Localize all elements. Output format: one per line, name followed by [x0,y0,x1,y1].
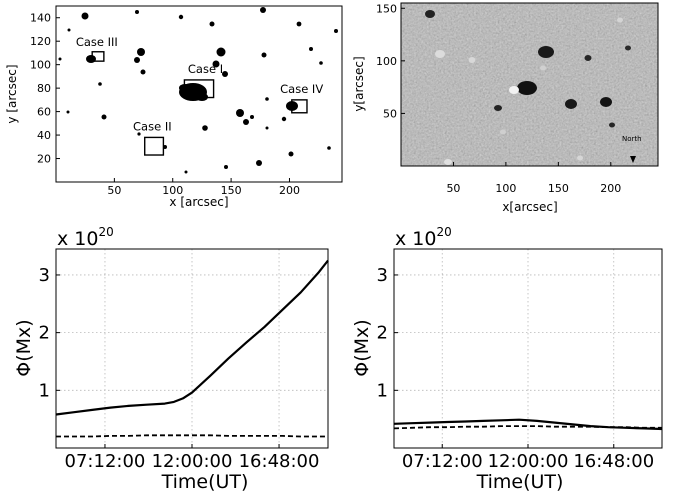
magnetogram-panel: North 50 100 150 200 50 100 150 x[arcsec] y[ar… [352,2,659,214]
flux-left-ytick-label: 3 [39,265,50,286]
flux-right-xtick-label: 07:12:00 [402,451,483,472]
flux-left-ytick-label: 1 [39,380,50,401]
mask-map-ytick-label: 100 [30,59,51,72]
mask-map-ytick-label: 120 [30,35,51,48]
magnetogram-frame [400,2,659,167]
mask-map-xtick-label: 100 [162,184,183,197]
flux-left-series-dashed [56,434,328,438]
flux-frame-left [55,248,329,449]
flux-panel-left: 07:12:00 12:00:00 16:48:00 1 2 3 x 1020 Time(… [13,225,329,493]
case-box [144,136,165,156]
magnetogram-xtick-label: 100 [495,182,516,195]
magnetogram-xlabel: x[arcsec] [502,200,557,214]
north-arrow-icon [630,156,636,163]
magnetogram-ytick-label: 150 [376,2,397,15]
mask-map-frame [55,5,343,183]
case-label: Case III [76,35,118,49]
case-boxes: Case I Case II Case III Case IV [76,35,323,156]
case-box [183,79,215,99]
magnetogram-ytick-label: 100 [376,55,397,68]
case-label: Case IV [280,82,323,96]
flux-right-ytick-label: 2 [377,323,388,344]
mask-map-ytick-label: 140 [30,12,51,25]
magnetogram-xtick-label: 200 [600,182,621,195]
mask-map-ytick-label: 20 [37,153,51,166]
magnetogram-xtick-label: 50 [446,182,460,195]
flux-right-xtick-label: 16:48:00 [573,451,654,472]
magnetogram-features [425,10,631,165]
flux-xlabel-left: Time(UT) [161,471,249,493]
flux-ylabel-left: Φ(Mx) [13,319,35,376]
flux-right-series-solid [393,418,663,431]
magnetogram-ylabel: y[arcsec] [352,56,366,111]
flux-right-ytick-label: 3 [377,265,388,286]
flux-left-ytick-label: 2 [39,323,50,344]
case-label: Case II [133,119,172,133]
flux-multiplier-right: x 1020 [395,225,452,250]
mask-blobs [58,7,338,174]
flux-left-series-solid [55,259,329,416]
mask-map-ticks: 50 100 150 200 20 40 60 80 100 120 140 [30,12,300,197]
mask-map-xtick-label: 150 [221,184,242,197]
flux-plot-left: 07:12:00 12:00:00 16:48:00 1 2 3 [39,249,329,472]
flux-left-xtick-label: 12:00:00 [152,451,233,472]
magnetogram-ytick-label: 50 [383,107,397,120]
case-box [291,99,308,114]
mask-map-xlabel: x [arcsec] [169,195,228,209]
flux-right-series-dashed [393,425,662,430]
north-label: North [622,135,642,143]
mask-map-ylabel: y [arcsec] [5,64,19,123]
flux-xlabel-right: Time(UT) [476,471,564,493]
case-box [91,51,105,62]
flux-plot-right: 07:12:00 12:00:00 16:48:00 1 2 3 [377,249,663,472]
flux-right-ytick-label: 1 [377,380,388,401]
flux-left-xtick-label: 16:48:00 [239,451,320,472]
mask-map-ytick-label: 80 [37,82,51,95]
flux-left-xtick-label: 07:12:00 [65,451,146,472]
mask-map-xtick-label: 200 [279,184,300,197]
flux-frame-right [393,248,663,449]
mask-map-panel: Case I Case II Case III Case IV 50 100 150 200… [5,5,343,209]
flux-multiplier-left: x 1020 [57,225,114,250]
flux-panel-right: 07:12:00 12:00:00 16:48:00 1 2 3 x 1020 Time(… [351,225,663,493]
mask-map-xtick-label: 50 [107,184,121,197]
flux-ylabel-right: Φ(Mx) [351,319,373,376]
case-label: Case I [188,62,223,76]
magnetogram-ticks: 50 100 150 200 50 100 150 [376,2,621,195]
flux-right-xtick-label: 12:00:00 [488,451,569,472]
magnetogram-xtick-label: 150 [548,182,569,195]
mask-map-ytick-label: 40 [37,129,51,142]
mask-map-ytick-label: 60 [37,106,51,119]
